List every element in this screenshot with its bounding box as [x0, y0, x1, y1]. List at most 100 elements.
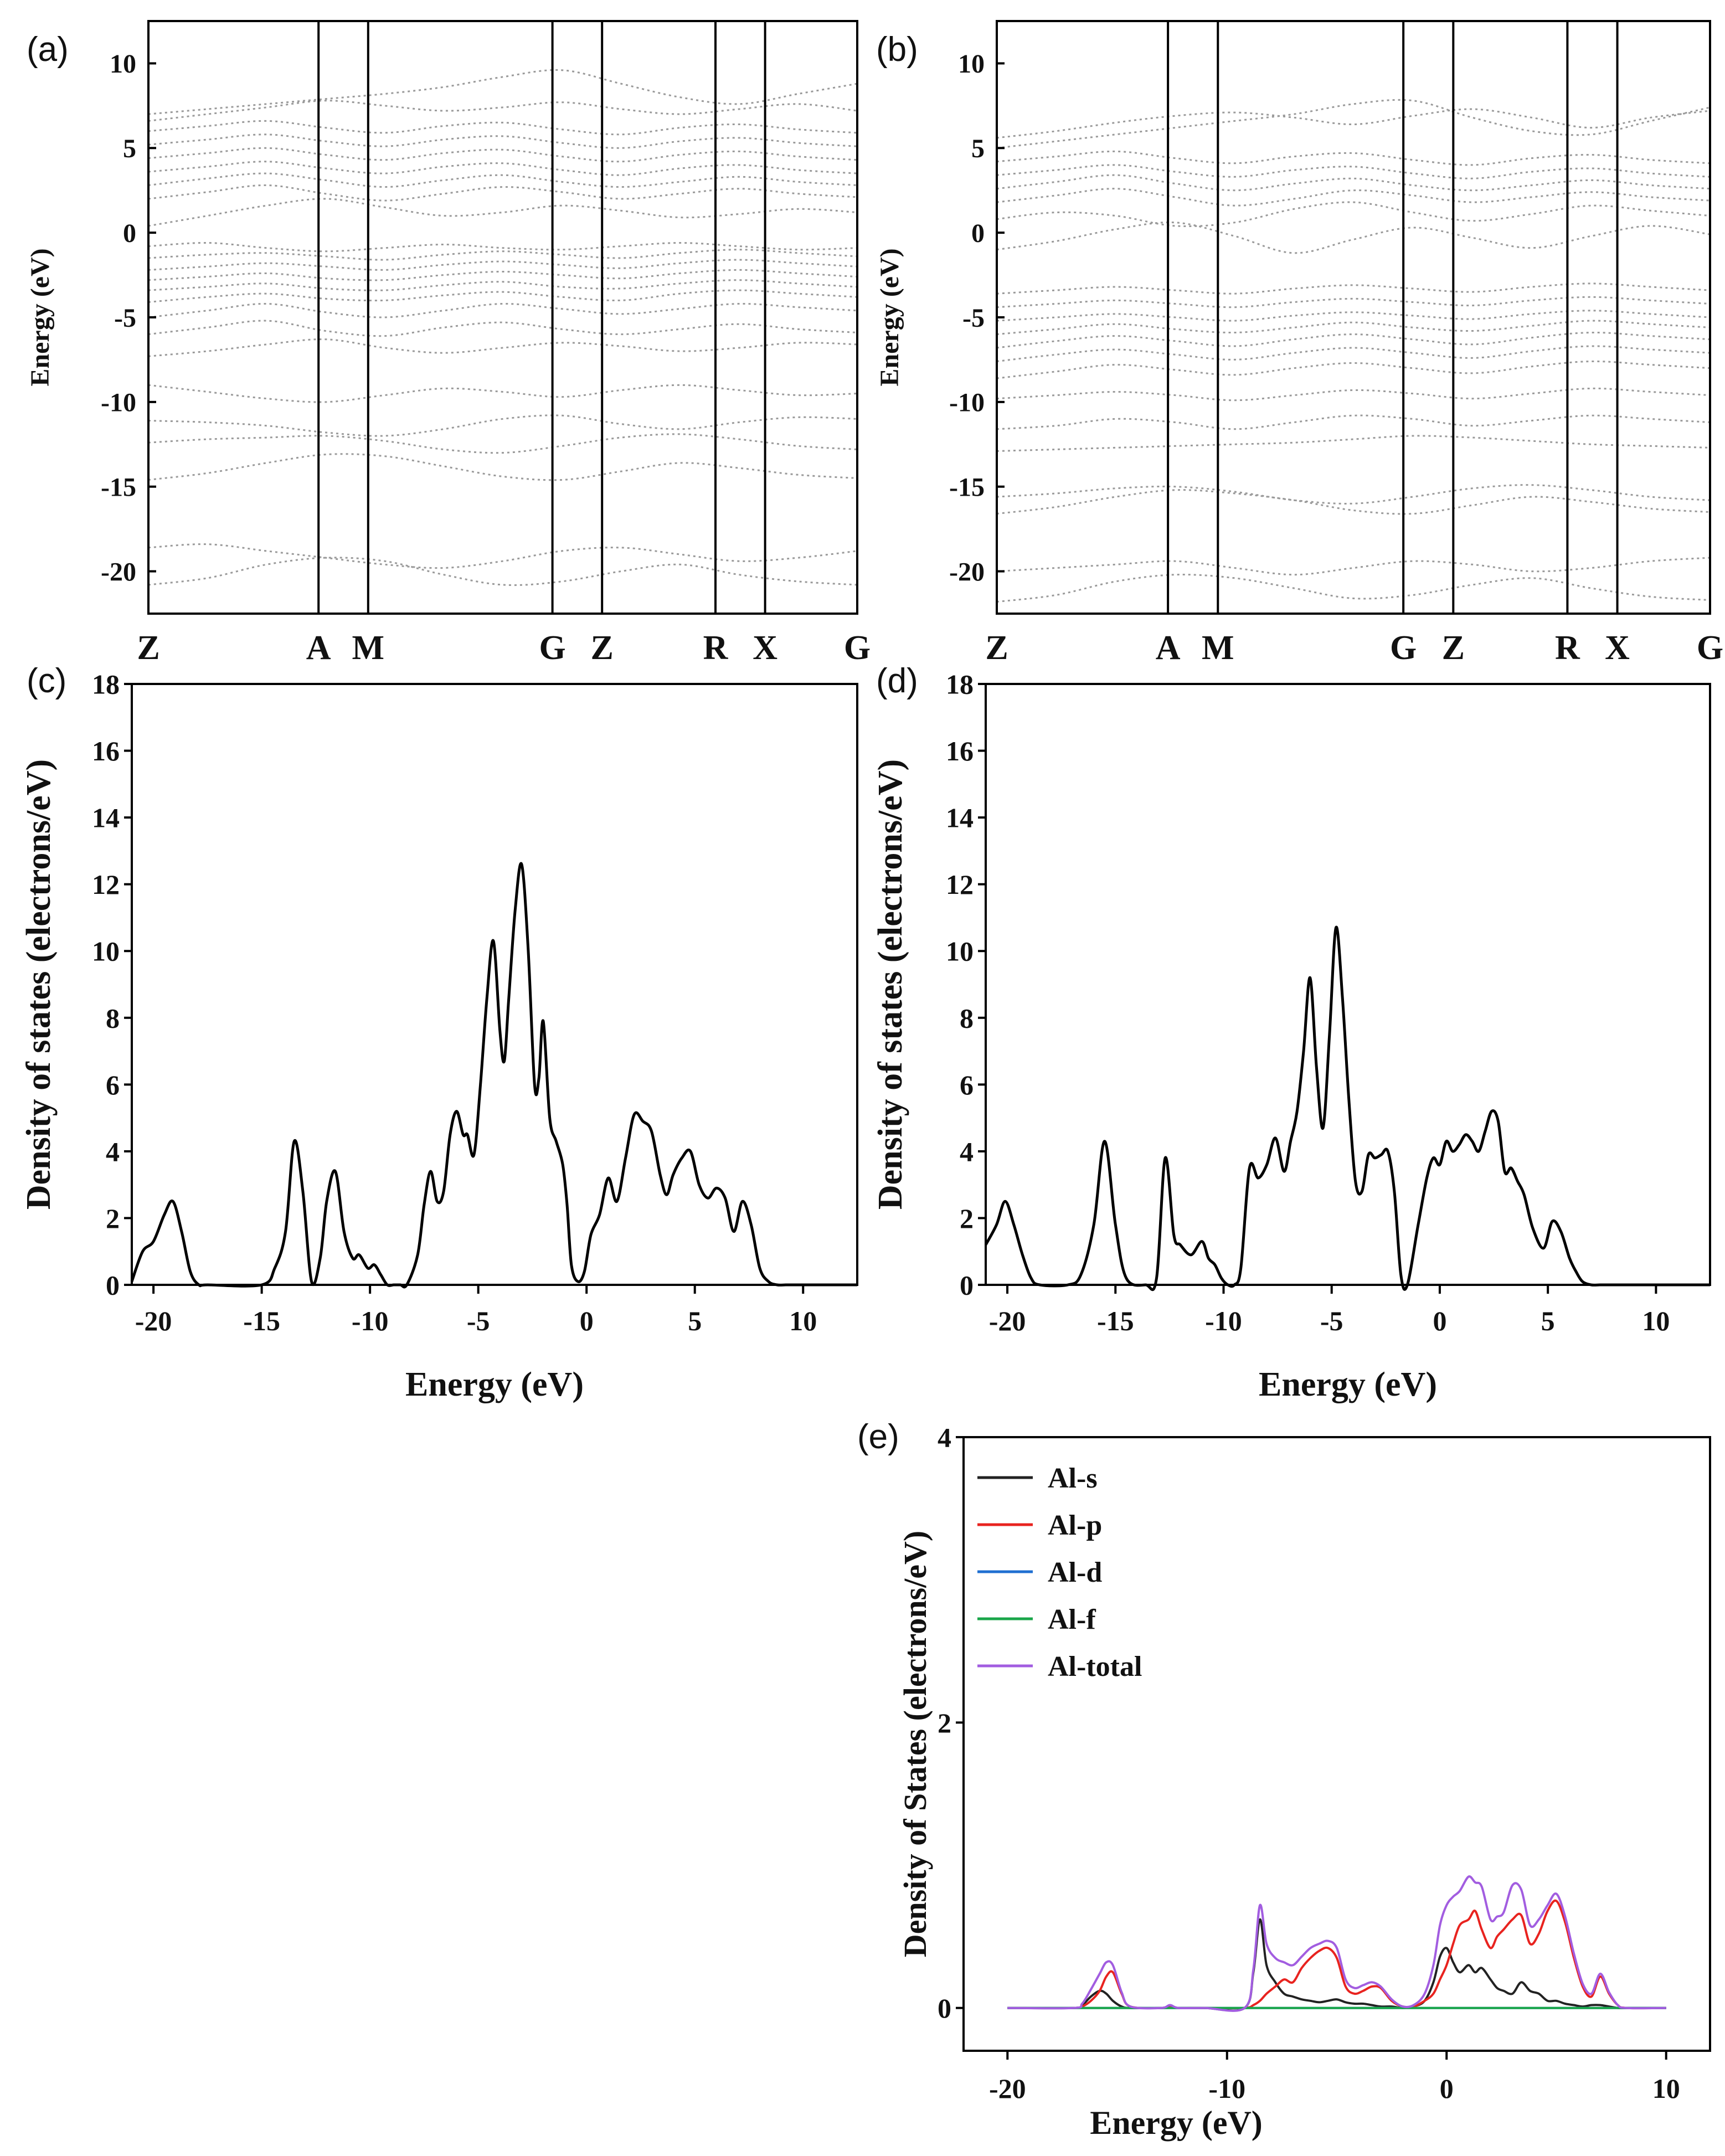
y-axis-title: Energy (eV): [875, 248, 904, 386]
y-tick-label: 18: [946, 669, 974, 700]
kpoint-label: X: [753, 629, 777, 667]
x-tick-label: -15: [243, 1305, 280, 1336]
y-tick-label: -20: [949, 557, 985, 586]
y-tick-label: 16: [946, 735, 974, 766]
y-tick-label: 0: [123, 219, 136, 248]
band-line: [148, 302, 858, 318]
x-axis-title: Energy (eV): [1090, 2104, 1263, 2141]
x-tick-label: -10: [1208, 2073, 1245, 2104]
x-axis-title: Energy (eV): [405, 1366, 584, 1403]
kpoint-label: G: [1390, 629, 1417, 667]
band-line: [148, 184, 858, 202]
y-tick-label: 0: [960, 1270, 974, 1301]
y-tick-label: 10: [92, 936, 120, 967]
band-line: [148, 269, 858, 281]
y-tick-label: 12: [92, 869, 120, 900]
band-line: [996, 164, 1711, 179]
y-tick-label: 4: [106, 1136, 120, 1167]
y-tick-label: -10: [949, 388, 985, 418]
kpoint-label: G: [1697, 629, 1723, 667]
band-line: [148, 557, 858, 586]
x-tick-label: 10: [1652, 2073, 1680, 2104]
y-tick-label: 2: [938, 1707, 951, 1738]
legend-label: Al-d: [1048, 1557, 1102, 1588]
y-tick-label: -15: [949, 473, 985, 502]
y-tick-label: 0: [106, 1270, 120, 1301]
x-tick-label: -5: [1320, 1305, 1343, 1336]
band-line: [148, 249, 858, 261]
dos-curve: [130, 862, 857, 1289]
band-line: [148, 338, 858, 357]
band-line: [148, 289, 858, 303]
pdos-series-al-p: [1007, 1899, 1666, 2010]
y-tick-label: 5: [971, 134, 985, 163]
y-tick-label: 4: [960, 1136, 974, 1167]
band-line: [996, 310, 1711, 322]
panel-label: (a): [27, 30, 69, 69]
kpoint-label: Z: [137, 629, 159, 667]
x-tick-label: -5: [467, 1305, 490, 1336]
x-tick-label: -20: [989, 2073, 1026, 2104]
panel-label: (b): [876, 30, 918, 69]
band-line: [148, 414, 858, 437]
y-axis-title: Density of States (electrons/eV): [897, 1531, 933, 1957]
panel-label: (e): [857, 1418, 899, 1456]
band-line: [996, 360, 1711, 379]
x-tick-label: 5: [1541, 1305, 1555, 1336]
band-line: [996, 345, 1711, 362]
y-tick-label: 0: [938, 1993, 951, 2024]
band-line: [148, 147, 858, 163]
x-tick-label: -20: [135, 1305, 172, 1336]
y-tick-label: -5: [962, 303, 985, 333]
panel-label: (d): [876, 662, 918, 700]
kpoint-label: G: [844, 629, 871, 667]
y-tick-label: 8: [106, 1002, 120, 1033]
x-tick-label: 0: [1433, 1305, 1446, 1336]
band-line: [996, 150, 1711, 166]
y-tick-label: 2: [106, 1203, 120, 1234]
legend-label: Al-f: [1048, 1604, 1096, 1635]
band-line: [996, 108, 1711, 139]
x-tick-label: -10: [352, 1305, 389, 1336]
x-tick-label: -20: [989, 1305, 1026, 1336]
y-axis-title: Density of states (electrons/eV): [872, 759, 909, 1210]
y-axis-title: Energy (eV): [25, 248, 55, 386]
band-line: [996, 99, 1711, 149]
band-line: [996, 387, 1711, 402]
dos-curve: [984, 925, 1710, 1291]
x-tick-label: 5: [688, 1305, 702, 1336]
dos-plot-frame: [131, 683, 858, 1286]
dos-plot-frame: [985, 683, 1711, 1286]
kpoint-label: Z: [1442, 629, 1465, 667]
panel-label: (c): [27, 662, 66, 700]
band-line: [996, 489, 1711, 515]
kpoint-label: R: [1555, 629, 1580, 667]
band-line: [148, 69, 858, 115]
band-line: [996, 174, 1711, 192]
y-tick-label: 0: [971, 219, 985, 248]
band-line: [996, 435, 1711, 452]
kpoint-label: X: [1605, 629, 1630, 667]
x-tick-label: -15: [1097, 1305, 1134, 1336]
y-tick-label: -10: [101, 388, 136, 418]
band-line: [148, 384, 858, 403]
y-tick-label: -5: [114, 303, 136, 333]
kpoint-label: R: [703, 629, 729, 667]
band-line: [996, 188, 1711, 207]
legend-label: Al-s: [1048, 1463, 1098, 1494]
band-line: [148, 161, 858, 176]
y-tick-label: 10: [946, 936, 974, 967]
band-line: [996, 201, 1711, 228]
band-plot-frame: [996, 20, 1711, 615]
band-line: [148, 100, 858, 122]
kpoint-label: A: [1156, 629, 1181, 667]
y-tick-label: -20: [101, 557, 136, 586]
band-line: [996, 414, 1711, 430]
x-axis-title: Energy (eV): [1259, 1366, 1437, 1403]
y-tick-label: 16: [92, 735, 120, 766]
y-tick-label: 4: [938, 1422, 951, 1453]
pdos-series-al-total: [1007, 1875, 1666, 2012]
band-line: [148, 320, 858, 337]
x-tick-label: 0: [580, 1305, 594, 1336]
